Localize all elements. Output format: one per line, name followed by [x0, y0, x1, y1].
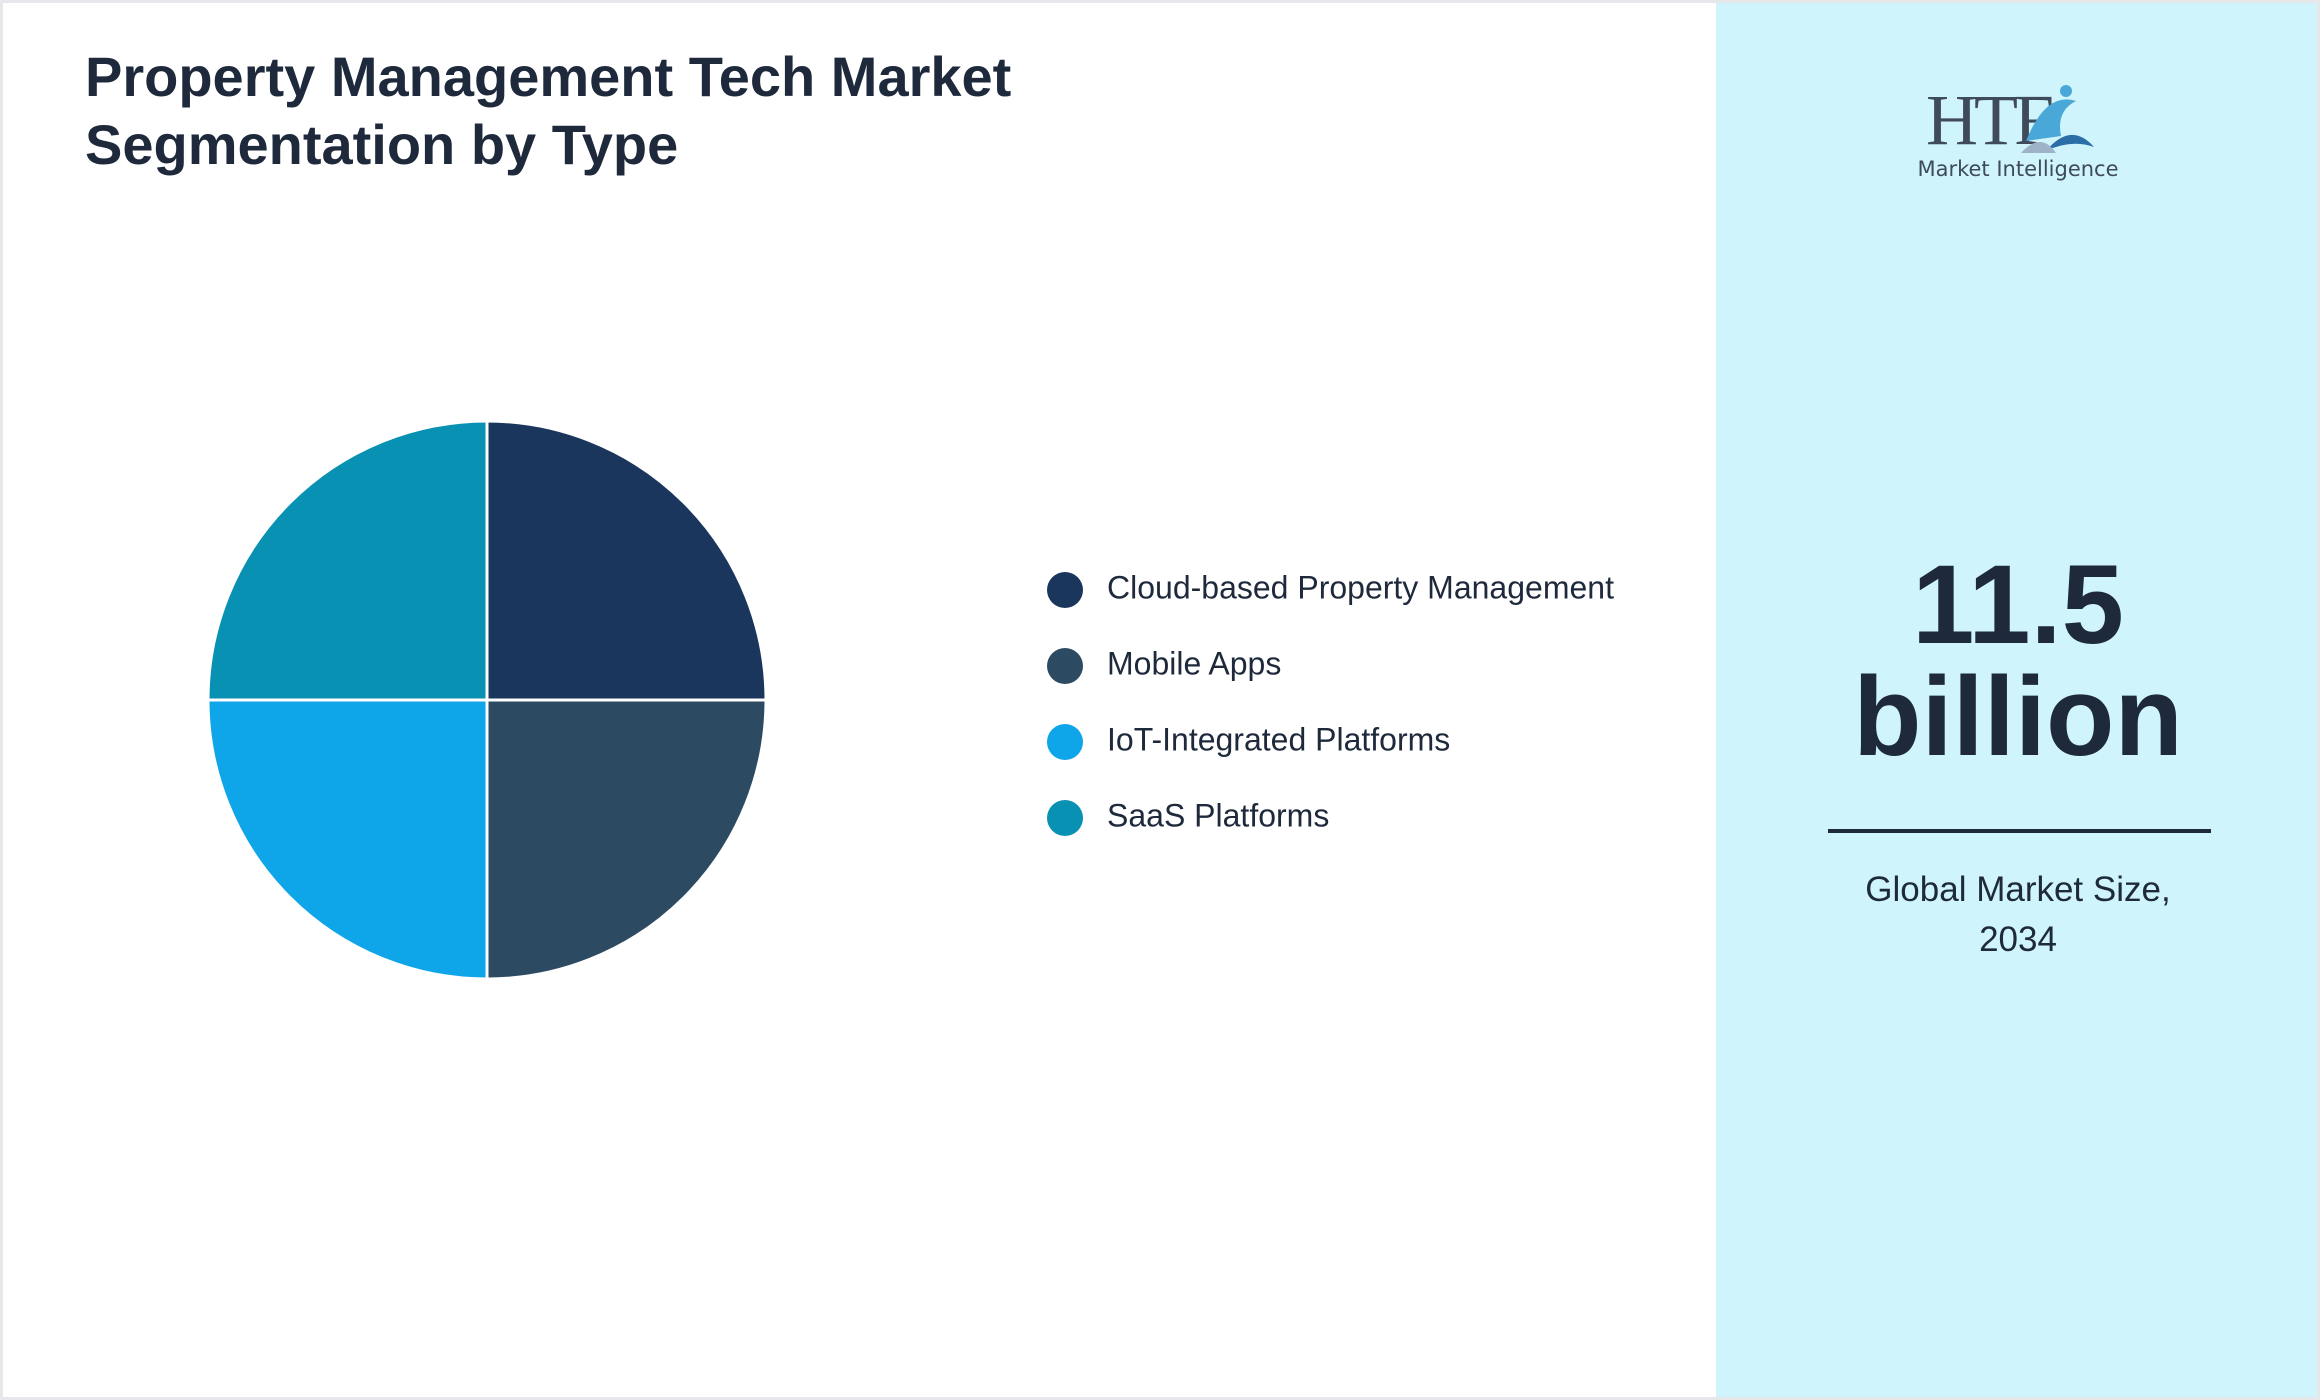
- legend-label: Cloud-based Property Management: [1107, 569, 1614, 605]
- logo-icon: [2021, 85, 2094, 153]
- metric-value: 11.5: [1912, 542, 2124, 667]
- legend-label: IoT-Integrated Platforms: [1107, 721, 1450, 757]
- legend-marker: [1047, 648, 1083, 684]
- logo-tagline: Market Intelligence: [1917, 157, 2119, 181]
- legend-label: SaaS Platforms: [1107, 797, 1329, 833]
- pie-slice: [485, 698, 768, 981]
- sidebar: HTF Market Intelligence 11.5 billion Glo…: [1716, 3, 2317, 1397]
- divider: [1828, 829, 2211, 833]
- legend-marker: [1047, 572, 1083, 608]
- metric-unit: billion: [1853, 654, 2183, 779]
- metric-caption: Global Market Size, 2034: [1865, 870, 2171, 959]
- chart: Cloud-based Property Management Mobile Ap…: [206, 419, 1614, 981]
- legend-marker: [1047, 724, 1083, 760]
- pie-slice: [206, 698, 489, 981]
- pie-slice: [485, 419, 768, 702]
- legend-label: Mobile Apps: [1107, 645, 1281, 681]
- legend-marker: [1047, 800, 1083, 836]
- pie-slice: [206, 419, 489, 702]
- chart-title: Property Management Tech Market Segmenta…: [85, 45, 1012, 176]
